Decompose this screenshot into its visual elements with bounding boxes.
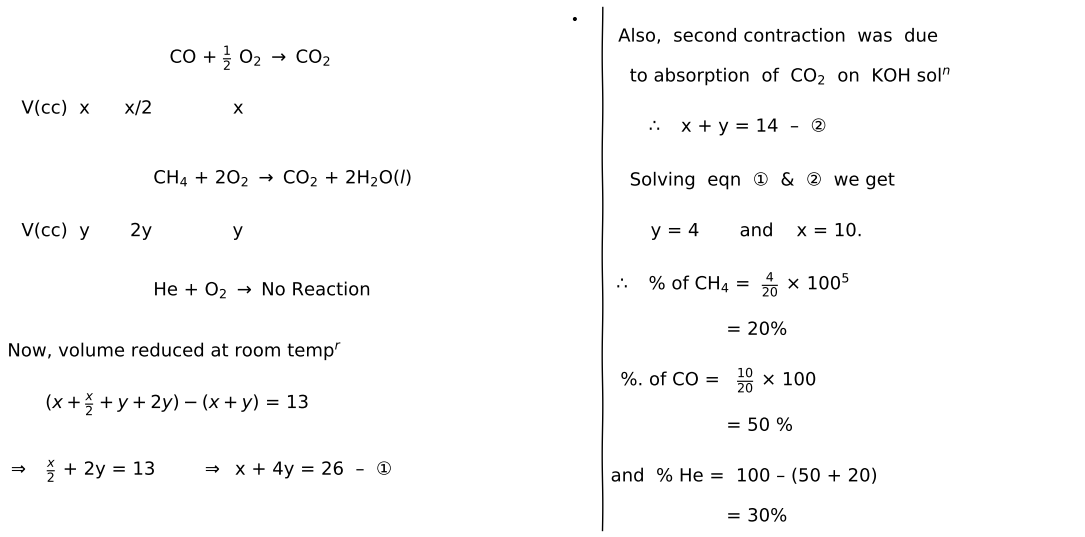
Text: CO + $\frac{1}{2}$ O$_{2}$ $\rightarrow$ CO$_{2}$: CO + $\frac{1}{2}$ O$_{2}$ $\rightarrow$… xyxy=(169,44,331,72)
Text: = 20%: = 20% xyxy=(726,321,787,339)
Text: He + O$_{2}$ $\rightarrow$ No Reaction: He + O$_{2}$ $\rightarrow$ No Reaction xyxy=(153,279,370,300)
Text: V(cc)  x      x/2              x: V(cc) x x/2 x xyxy=(22,99,243,118)
Text: = 50 %: = 50 % xyxy=(726,417,793,435)
Text: Also,  second contraction  was  due: Also, second contraction was due xyxy=(618,27,937,46)
Text: $\therefore$   % of CH$_{4}$ =  $\frac{4}{20}$ $\times$ 100$^{5}$: $\therefore$ % of CH$_{4}$ = $\frac{4}{2… xyxy=(613,271,850,299)
Text: $\therefore$   x + y = 14  –  ②: $\therefore$ x + y = 14 – ② xyxy=(646,117,827,137)
Text: and  % He =  100 – (50 + 20): and % He = 100 – (50 + 20) xyxy=(611,467,876,485)
Text: %. of CO =   $\frac{10}{20}$ $\times$ 100: %. of CO = $\frac{10}{20}$ $\times$ 100 xyxy=(621,367,816,394)
Text: $(x + \frac{x}{2} + y + 2y) - (x + y)$ = 13: $(x + \frac{x}{2} + y + 2y) - (x + y)$ =… xyxy=(46,391,309,417)
Text: to absorption  of  CO$_{2}$  on  KOH sol$^{n}$: to absorption of CO$_{2}$ on KOH sol$^{n… xyxy=(618,66,950,88)
Text: Solving  eqn  ①  &  ②  we get: Solving eqn ① & ② we get xyxy=(618,171,894,190)
Text: = 30%: = 30% xyxy=(726,507,787,525)
Text: Now, volume reduced at room temp$^{r}$: Now, volume reduced at room temp$^{r}$ xyxy=(8,340,342,362)
Text: $\Rightarrow$   $\frac{x}{2}$ + 2y = 13        $\Rightarrow$  x + 4y = 26  –  ①: $\Rightarrow$ $\frac{x}{2}$ + 2y = 13 $\… xyxy=(8,458,392,484)
Text: V(cc)  y       2y              y: V(cc) y 2y y xyxy=(22,222,243,240)
Text: CH$_{4}$ + 2O$_{2}$ $\rightarrow$ CO$_{2}$ + 2H$_{2}$O($\it{l}$): CH$_{4}$ + 2O$_{2}$ $\rightarrow$ CO$_{2… xyxy=(153,168,411,188)
Text: y = 4       and    x = 10.: y = 4 and x = 10. xyxy=(651,222,861,240)
